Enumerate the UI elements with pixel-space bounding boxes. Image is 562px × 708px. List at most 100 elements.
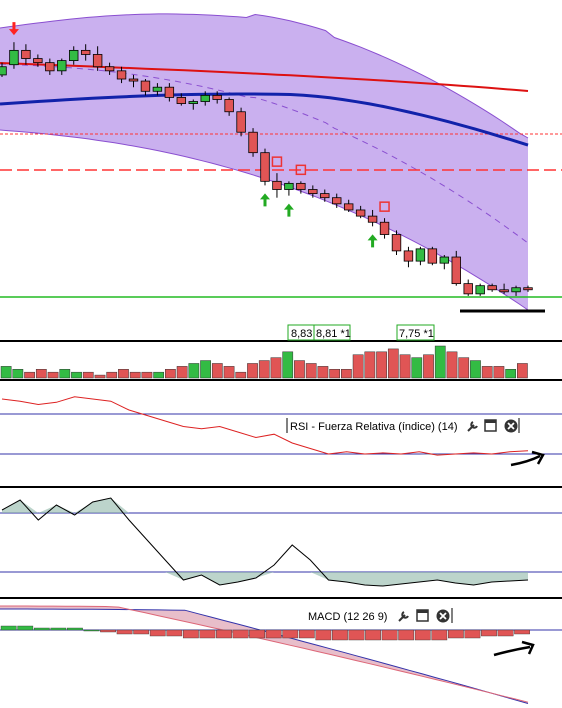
candle-body <box>200 94 210 102</box>
volume-bar <box>470 360 481 379</box>
moving-average-red <box>0 62 529 92</box>
candle-body <box>427 248 438 264</box>
oscillator-line <box>1 497 529 587</box>
volume-bar <box>59 369 71 379</box>
candle-body <box>487 285 497 291</box>
candle-body <box>439 256 450 264</box>
macd-wrench-icon[interactable] <box>398 611 409 622</box>
bollinger-mid-line <box>0 63 529 244</box>
macd-histogram-bar <box>0 625 17 631</box>
volume-bar <box>106 371 118 379</box>
macd-histogram-bar <box>365 629 381 641</box>
square-marker <box>295 164 307 176</box>
volume-bar <box>71 371 82 379</box>
volume-bar <box>24 371 35 379</box>
macd-histogram-bar <box>50 627 67 631</box>
volume-bar <box>329 369 341 379</box>
candle-body <box>57 60 67 72</box>
macd-histogram-bar <box>232 629 249 639</box>
volume-bar <box>387 348 399 379</box>
price-panel: 8,83 8,81 *1 7,75 *1 <box>0 13 562 341</box>
candle-body <box>224 99 234 113</box>
candle-body <box>33 58 43 64</box>
candle-body <box>523 287 533 291</box>
macd-histogram-bar <box>514 629 531 635</box>
candle-body <box>403 250 414 262</box>
square-marker <box>271 156 283 167</box>
volume-bar <box>458 357 470 379</box>
up-arrow-marker <box>367 234 378 248</box>
candle-body <box>152 86 163 92</box>
macd-histogram-bar <box>298 629 315 639</box>
macd-histogram-bar <box>315 629 332 641</box>
candle-body <box>164 86 175 98</box>
macd-histogram-bar <box>33 627 50 631</box>
square-marker <box>379 201 390 212</box>
macd-histogram-bar <box>481 629 497 637</box>
volume-bar <box>505 369 517 379</box>
macd-title-bar: MACD (12 26 9) <box>304 607 454 625</box>
volume-bar <box>446 351 458 379</box>
macd-histogram-bar <box>381 629 398 641</box>
window-icon[interactable] <box>484 419 497 432</box>
up-arrow-marker <box>260 193 270 207</box>
volume-bar <box>434 345 446 379</box>
macd-histogram-bar <box>431 629 448 641</box>
macd-histogram-bar <box>199 629 216 639</box>
macd-histogram-bar <box>67 627 83 631</box>
volume-bar <box>411 357 423 379</box>
wrench-icon[interactable] <box>467 421 478 432</box>
volume-bar <box>188 363 200 379</box>
macd-histogram-bar <box>249 629 266 639</box>
rsi-line <box>1 396 529 456</box>
volume-bar <box>153 371 165 379</box>
volume-bar <box>118 369 129 379</box>
volume-bar <box>247 363 258 379</box>
volume-bar <box>294 360 305 379</box>
volume-bar <box>282 351 294 379</box>
macd-histogram-bar <box>414 629 431 641</box>
volume-bar <box>129 371 141 379</box>
candle-body <box>367 215 378 223</box>
macd-histogram-bar <box>133 629 150 635</box>
volume-bar <box>317 366 329 379</box>
price-label-2-text: 8,81 *1 <box>316 328 351 340</box>
moving-average-blue <box>0 92 529 147</box>
osc-overbought-fill <box>2 498 528 513</box>
candle-body <box>463 283 473 295</box>
macd-histogram-bar <box>17 625 34 631</box>
candle-body <box>260 152 270 182</box>
candle-body <box>188 101 198 104</box>
price-label-3: 7,75 *1 <box>396 324 435 341</box>
volume-bar <box>176 366 188 379</box>
volume-bar <box>35 369 47 379</box>
volume-bar <box>165 369 176 379</box>
volume-bar <box>235 371 247 379</box>
macd-histogram-bar <box>216 629 232 639</box>
macd-histogram-bar <box>398 629 415 641</box>
osc-oversold-fill <box>2 572 528 586</box>
macd-close-icon[interactable] <box>436 609 450 623</box>
volume-bar <box>423 354 434 379</box>
volume-bar <box>270 357 282 379</box>
candle-body <box>332 197 342 205</box>
volume-bar <box>94 374 106 379</box>
close-icon[interactable] <box>504 419 518 433</box>
up-arrow-marker <box>283 203 294 217</box>
volume-bar <box>82 371 94 379</box>
rsi-panel: RSI - Fuerza Relativa (índice) (14) <box>0 396 562 467</box>
candle-body <box>391 234 402 252</box>
candle-body <box>21 49 31 59</box>
volume-bar <box>47 371 59 379</box>
volume-bar <box>517 363 528 379</box>
volume-bar <box>364 351 376 379</box>
volume-bar <box>223 366 235 379</box>
macd-histogram-bar <box>348 629 365 641</box>
candle-body <box>80 49 91 55</box>
macd-window-icon[interactable] <box>416 609 429 622</box>
volume-bar <box>141 371 153 379</box>
volume-bar <box>376 351 387 379</box>
candle-body <box>415 248 426 262</box>
candle-body <box>284 182 294 190</box>
volume-bar <box>305 363 317 379</box>
